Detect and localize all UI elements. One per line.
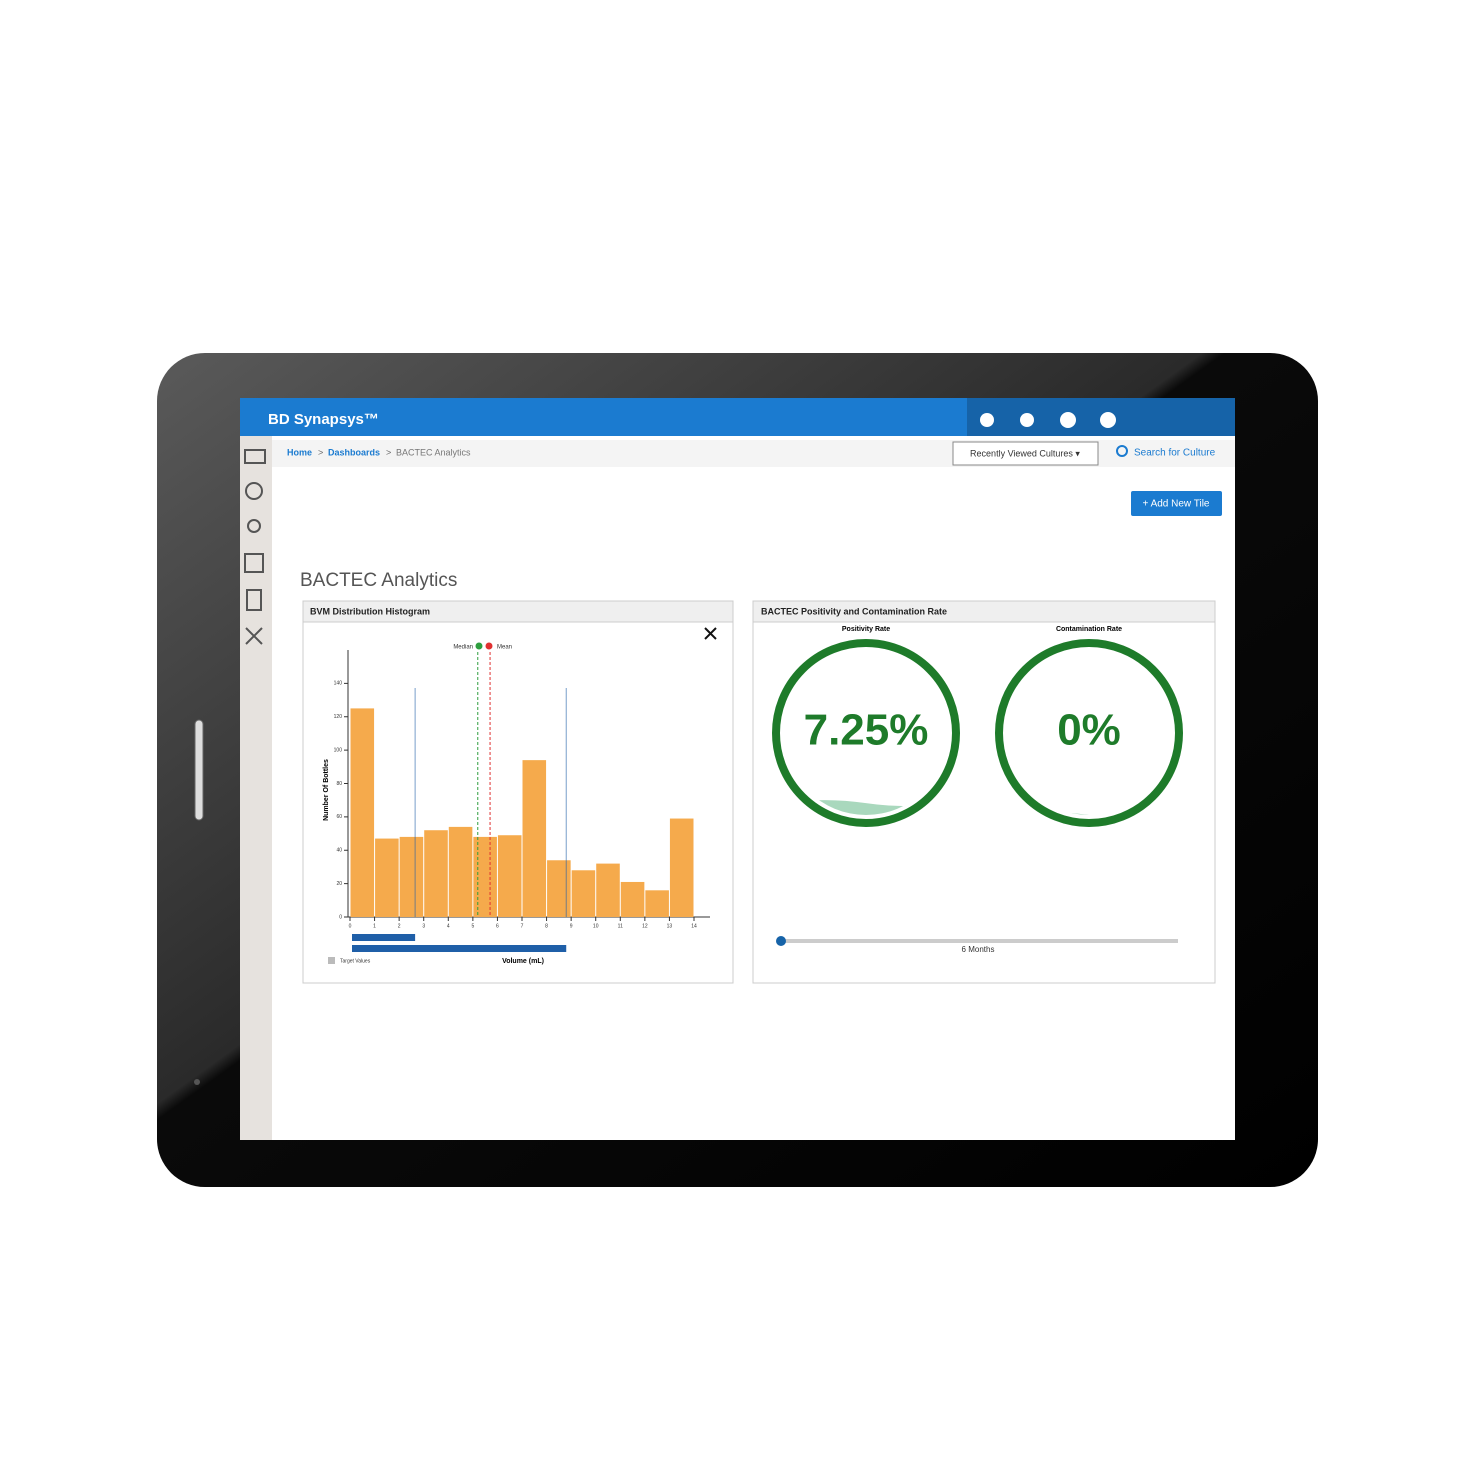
legend-label: Median xyxy=(453,645,473,651)
add-tile-label: + Add New Tile xyxy=(1143,499,1210,510)
tile-header xyxy=(752,600,1216,623)
camera xyxy=(194,1079,200,1085)
gauge-label: Contamination Rate xyxy=(1056,626,1122,633)
help-icon[interactable] xyxy=(1060,412,1076,428)
sidebar-icons xyxy=(244,449,266,645)
legend-swatch xyxy=(485,642,493,650)
x-tick-label: 7 xyxy=(521,923,524,929)
gauge-value: 7.25% xyxy=(804,706,929,755)
bar xyxy=(448,826,473,917)
x-axis-label: Volume (mL) xyxy=(502,958,544,965)
x-tick-label: 0 xyxy=(349,923,352,929)
bell-icon[interactable] xyxy=(980,413,994,427)
x-tick-label: 9 xyxy=(570,923,573,929)
x-tick-label: 13 xyxy=(667,923,673,929)
x-tick-label: 1 xyxy=(373,923,376,929)
legend-label: Mean xyxy=(497,645,512,651)
add-tile-button[interactable] xyxy=(1131,491,1222,516)
x-tick-label: 12 xyxy=(642,923,648,929)
tile xyxy=(752,600,1216,984)
y-tick-label: 60 xyxy=(336,814,342,820)
sidebar-icon[interactable] xyxy=(246,589,262,611)
bar xyxy=(571,870,596,917)
bar xyxy=(375,838,399,917)
close-icon[interactable] xyxy=(704,627,717,640)
breadcrumb-separator: > xyxy=(318,447,323,457)
x-tick-label: 3 xyxy=(422,923,425,929)
breadcrumb-item[interactable]: Dashboards xyxy=(328,447,380,457)
y-axis-label: Number Of Bottles xyxy=(323,759,330,821)
x-tick-label: 11 xyxy=(618,923,623,929)
x-tick-label: 5 xyxy=(471,923,474,929)
settings-icon[interactable] xyxy=(1020,413,1034,427)
target-range xyxy=(352,934,416,941)
legend-swatch xyxy=(328,957,335,964)
gauge-value: 0% xyxy=(1057,706,1121,755)
bar xyxy=(620,881,645,917)
y-tick-label: 120 xyxy=(334,714,343,720)
x-tick-label: 8 xyxy=(545,923,548,929)
bar xyxy=(399,836,424,917)
bar xyxy=(547,860,571,917)
x-tick-label: 10 xyxy=(593,923,599,929)
gauge-ring xyxy=(995,639,1183,827)
user-icon[interactable] xyxy=(1100,412,1116,428)
sidebar-icon[interactable] xyxy=(245,627,263,645)
y-tick-label: 100 xyxy=(334,747,343,753)
breadcrumb-separator: > xyxy=(386,447,391,457)
recent-label: Recently Viewed Cultures ▾ xyxy=(970,448,1080,458)
slider-label: 6 Months xyxy=(962,945,995,954)
bar xyxy=(669,818,694,917)
recent-dropdown[interactable] xyxy=(952,441,1099,466)
gauge-ring xyxy=(772,639,960,827)
search-link[interactable]: Search for Culture xyxy=(1134,448,1216,459)
bar xyxy=(424,830,448,917)
sidebar-icon[interactable] xyxy=(247,519,261,533)
bar xyxy=(473,836,497,917)
sidebar-icon[interactable] xyxy=(245,482,263,500)
breadcrumb-item[interactable]: Home xyxy=(287,447,312,457)
y-tick-label: 80 xyxy=(336,781,342,787)
tile-title: BACTEC Positivity and Contamination Rate xyxy=(761,606,947,616)
x-tick-label: 2 xyxy=(398,923,401,929)
tile-title: BVM Distribution Histogram xyxy=(310,606,430,616)
home-button xyxy=(194,719,204,821)
bar xyxy=(596,863,620,917)
page-title: BACTEC Analytics xyxy=(300,570,457,591)
y-tick-label: 0 xyxy=(339,914,342,920)
sidebar-icon[interactable] xyxy=(244,553,264,573)
search-icon[interactable] xyxy=(1116,445,1128,457)
breadcrumb-item: BACTEC Analytics xyxy=(396,447,471,457)
x-tick-label: 14 xyxy=(691,923,697,929)
bar xyxy=(497,835,522,917)
bar xyxy=(645,890,669,917)
brand: BD Synapsys™ xyxy=(268,411,379,428)
legend-swatch xyxy=(475,642,483,650)
tile-header xyxy=(302,600,734,623)
y-tick-label: 40 xyxy=(336,848,342,854)
x-tick-label: 6 xyxy=(496,923,499,929)
legend-label: Target Values xyxy=(340,958,371,964)
gauge-label: Positivity Rate xyxy=(842,626,890,633)
target-range xyxy=(352,945,567,952)
x-tick-label: 4 xyxy=(447,923,450,929)
y-tick-label: 20 xyxy=(336,881,342,887)
header-icon-group xyxy=(980,412,1116,428)
bar xyxy=(522,760,547,917)
slider-handle[interactable] xyxy=(776,936,786,946)
sidebar xyxy=(240,436,272,1140)
y-tick-label: 140 xyxy=(334,681,343,687)
bar xyxy=(350,708,375,917)
sidebar-icon[interactable] xyxy=(244,449,266,464)
